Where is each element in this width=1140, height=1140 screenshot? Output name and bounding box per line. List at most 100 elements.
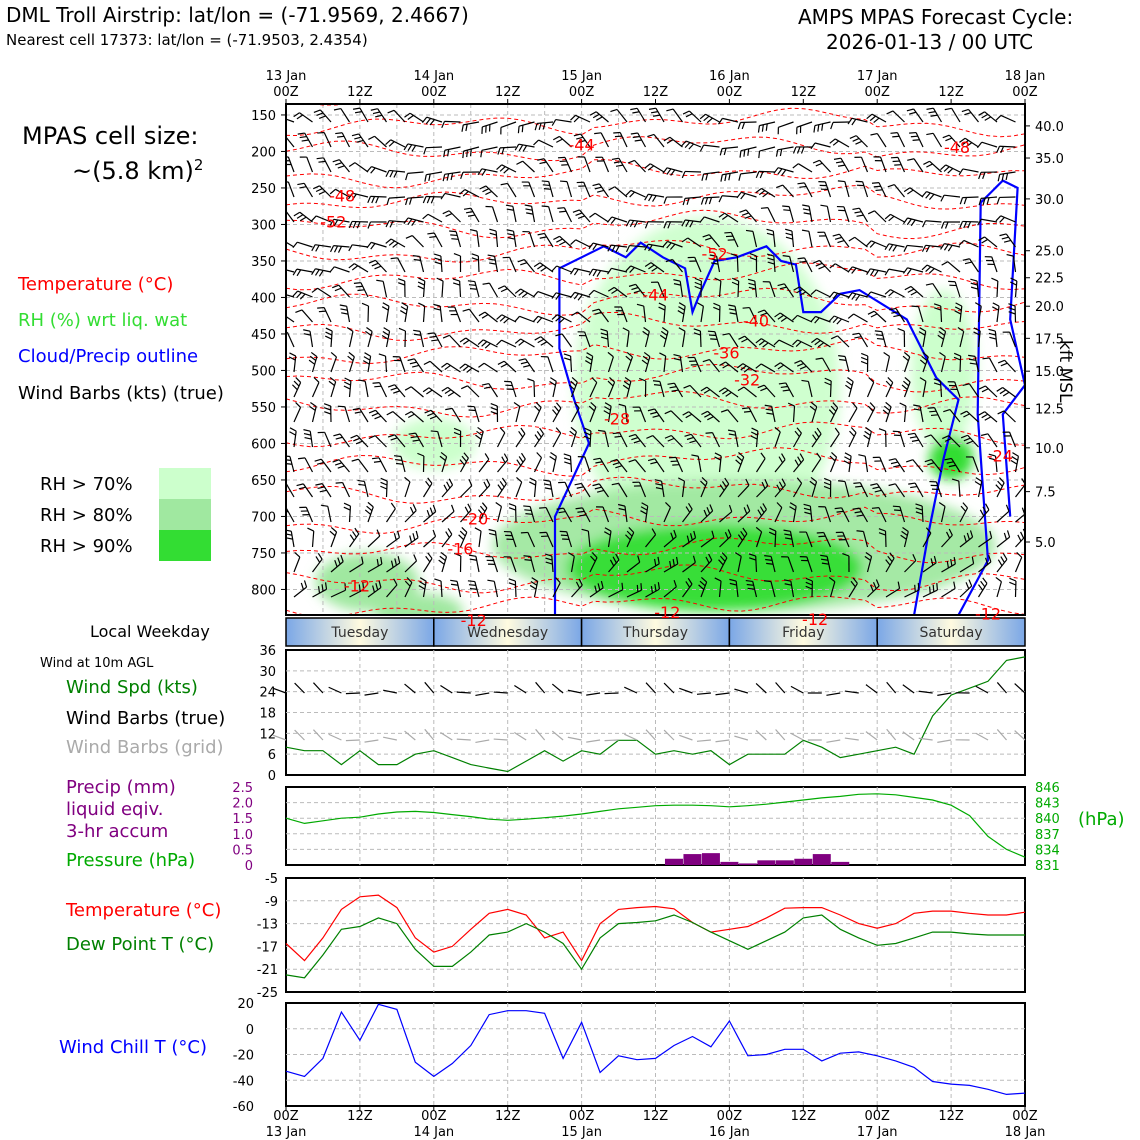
wind-barb bbox=[837, 480, 850, 498]
wind-barb bbox=[904, 583, 920, 598]
wind-barb-flag bbox=[887, 377, 894, 383]
wind-barb bbox=[329, 188, 350, 198]
wind-barb-staff bbox=[441, 280, 444, 298]
wind-barb-staff bbox=[814, 142, 831, 148]
wind-barb-flag bbox=[670, 532, 674, 540]
wind-barb bbox=[837, 180, 850, 198]
wind-barb-flag bbox=[278, 209, 285, 211]
wind-barb bbox=[731, 277, 740, 298]
wind-barb-flag bbox=[286, 529, 292, 532]
wind-barb-flag bbox=[453, 282, 461, 286]
surface-wind-barb bbox=[514, 731, 527, 741]
wind-barb-flag bbox=[508, 503, 516, 507]
wind-barb-flag bbox=[765, 558, 773, 561]
wind-barb-flag bbox=[693, 530, 697, 538]
wind-barb bbox=[701, 410, 720, 423]
rh-patch bbox=[911, 290, 977, 451]
surface-wind-barb bbox=[755, 683, 767, 694]
wind-barb-flag bbox=[988, 555, 992, 563]
wind-barb-flag bbox=[943, 244, 949, 251]
wind-barb-staff bbox=[879, 457, 887, 473]
wind-barb-flag bbox=[537, 264, 544, 270]
wind-barb bbox=[449, 230, 462, 248]
wind-barb-flag bbox=[536, 431, 542, 438]
wind-barb-staff bbox=[293, 556, 301, 573]
precip-tick: 1.0 bbox=[232, 828, 253, 843]
wind-barb-staff bbox=[711, 432, 721, 448]
wind-barb-flag bbox=[924, 458, 932, 463]
wind-barb bbox=[405, 235, 424, 248]
wind-barb bbox=[496, 314, 517, 324]
wind-barbs bbox=[278, 107, 1025, 598]
wind-barb-flag bbox=[743, 149, 746, 157]
wind-barb-flag bbox=[389, 220, 394, 228]
wind-barb-flag bbox=[576, 486, 584, 489]
wind-barb-flag bbox=[844, 456, 851, 461]
wind-barb-flag bbox=[296, 269, 302, 277]
wind-barb bbox=[812, 159, 831, 173]
wind-barb-flag bbox=[904, 376, 911, 383]
wind-barb-staff bbox=[841, 507, 850, 523]
wind-barb-staff bbox=[669, 136, 683, 148]
wind-barb-flag bbox=[436, 277, 444, 282]
wind-barb-flag bbox=[995, 484, 1002, 491]
wind-barb bbox=[404, 577, 413, 598]
wind-barb-flag bbox=[356, 139, 364, 143]
wind-barb-flag bbox=[773, 167, 779, 174]
wind-barb bbox=[293, 402, 302, 423]
wind-barb-flag bbox=[755, 363, 762, 369]
wind-barb bbox=[680, 140, 702, 150]
wind-barb bbox=[959, 220, 979, 229]
wind-barb-flag bbox=[503, 453, 509, 461]
wind-barb bbox=[922, 220, 942, 228]
wind-barb-flag bbox=[817, 124, 820, 132]
wind-barb-flag bbox=[535, 402, 542, 408]
wind-barb-flag bbox=[709, 504, 714, 512]
wind-barb-staff bbox=[548, 206, 554, 223]
wind-barb bbox=[774, 426, 781, 448]
wind-barb-flag bbox=[906, 108, 914, 112]
wind-barb-flag bbox=[361, 556, 364, 564]
wind-barb bbox=[941, 528, 953, 548]
wind-barb-flag bbox=[577, 294, 583, 301]
wind-barb-flag bbox=[997, 559, 1003, 567]
top-hour-label: 12Z bbox=[495, 85, 521, 100]
wind-barb-flag bbox=[796, 427, 802, 434]
wind-barb bbox=[515, 427, 526, 448]
wind-barb-staff bbox=[890, 213, 905, 223]
wind-barb-flag bbox=[518, 358, 526, 362]
wind-barb-flag bbox=[799, 365, 807, 370]
wind-barb-flag bbox=[873, 270, 879, 277]
kft-tick-label: 20.0 bbox=[1035, 300, 1064, 315]
wind-barb-flag bbox=[430, 196, 435, 204]
wind-barb-flag bbox=[413, 329, 421, 332]
wind-barb-flag bbox=[903, 351, 911, 358]
wind-barb-flag bbox=[615, 553, 620, 561]
wind-barb-flag bbox=[425, 117, 432, 125]
wind-barb-flag bbox=[610, 217, 617, 225]
wind-barb-staff bbox=[653, 134, 665, 148]
wind-barb-staff bbox=[465, 337, 480, 348]
wind-barb-staff bbox=[910, 285, 924, 298]
wind-barb-flag bbox=[815, 262, 823, 267]
wind-barb-flag bbox=[518, 456, 524, 463]
wind-barb-flag bbox=[794, 430, 800, 437]
wind-barb-flag bbox=[832, 292, 839, 300]
wind-barb-flag bbox=[940, 221, 945, 229]
wind-barb-staff bbox=[626, 381, 632, 398]
wind-barb-staff bbox=[459, 280, 462, 298]
wind-barb-staff bbox=[648, 243, 665, 248]
wind-barb-flag bbox=[953, 581, 956, 589]
wind-barb-flag bbox=[865, 551, 872, 558]
wind-barb-flag bbox=[891, 311, 899, 314]
wind-barb-flag bbox=[527, 378, 535, 382]
wind-barb bbox=[412, 255, 425, 273]
wind-barb-flag bbox=[465, 124, 468, 132]
wind-barb-staff bbox=[760, 363, 776, 373]
wind-barb-flag bbox=[372, 585, 376, 593]
wind-barb-staff bbox=[504, 285, 517, 298]
wind-barb bbox=[589, 212, 609, 223]
wind-barb-flag bbox=[501, 456, 506, 464]
wind-barb-flag bbox=[803, 503, 811, 507]
